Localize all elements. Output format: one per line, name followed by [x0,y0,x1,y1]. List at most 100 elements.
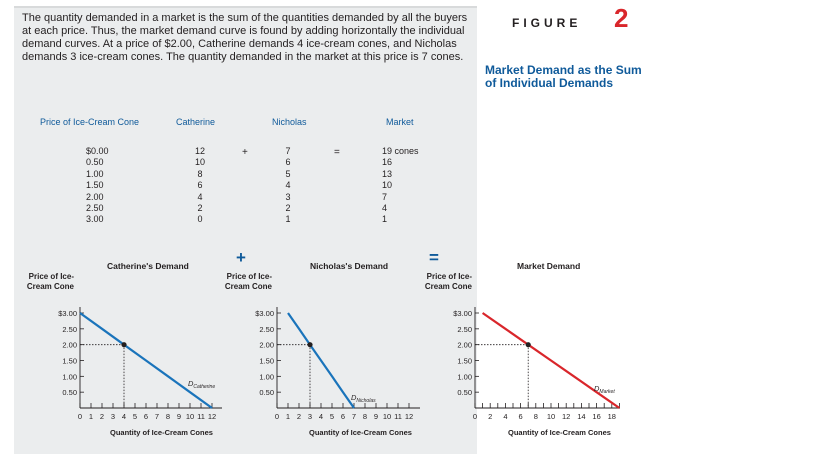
nicholas-cell: 6 [285,157,291,168]
table-header-price: Price of Ice-Cream Cone [40,117,140,127]
market-curve-label: DMarket [594,384,615,395]
market-highlight-point [525,342,531,348]
catherine-highlight-point [121,342,127,348]
catherine-demand-curve [79,312,213,409]
market-x-tick-label: 2 [488,412,492,421]
catherine-cell: 0 [197,214,203,225]
market-demand-curve [481,312,621,409]
market-graph-title: Market Demand [517,261,581,271]
market-cell: 13 [382,168,393,179]
market-y-tick-label: 2.00 [457,341,472,350]
table-header-nicholas: Nicholas [272,117,307,127]
figure-number: 2 [614,3,629,33]
market-cell: 4 [382,203,388,214]
catherine-graph-title: Catherine's Demand [107,261,189,271]
catherine-x-tick-label: 11 [197,412,205,421]
market-x-tick-label: 14 [577,412,585,421]
nicholas-x-tick-label: 2 [297,412,301,421]
table-column-price: $0.00 0.50 1.00 1.50 2.00 2.50 3.00 [86,146,109,226]
nicholas-cell: 5 [285,168,291,179]
nicholas-x-tick-label: 12 [405,412,413,421]
market-x-tick-label: 18 [608,412,616,421]
market-x-tick-label: 0 [473,412,477,421]
catherine-y-tick-label: 1.00 [62,372,77,381]
nicholas-x-tick-label: 7 [352,412,356,421]
nicholas-cell: 3 [285,191,291,202]
market-cell: 19 cones [382,146,419,156]
market-x-tick-label: 8 [534,412,538,421]
market-cell: 1 [382,214,388,225]
catherine-curve-label: DCatherine [188,379,215,390]
catherine-cell: 10 [194,157,205,168]
nicholas-y-tick-label: $3.00 [255,309,274,318]
price-cell: 2.50 [86,203,104,214]
catherine-x-tick-label: 0 [78,412,82,421]
catherine-cell: 6 [197,180,203,191]
nicholas-x-tick-label: 4 [319,412,323,421]
nicholas-y-tick-label: 0.50 [259,388,274,397]
price-cell: 2.00 [86,191,104,202]
catherine-x-tick-label: 12 [208,412,216,421]
market-y-tick-label: 1.50 [457,357,472,366]
nicholas-cell: 4 [285,180,291,191]
nicholas-highlight-point [307,342,313,348]
market-y-tick-label: 1.00 [457,372,472,381]
figure-label: FIGURE [512,16,582,30]
catherine-cell: 2 [197,203,203,214]
market-y-tick-label: 0.50 [457,388,472,397]
nicholas-x-tick-label: 9 [374,412,378,421]
nicholas-x-tick-label: 11 [394,412,402,421]
catherine-x-tick-label: 5 [133,412,137,421]
nicholas-x-tick-label: 8 [363,412,367,421]
market-cell: 10 [382,180,393,191]
market-y-tick-label: $3.00 [453,309,472,318]
nicholas-x-tick-label: 1 [286,412,290,421]
intro-text: The quantity demanded in a market is the… [22,12,468,63]
nicholas-y-tick-label: 1.00 [259,372,274,381]
price-cell: 3.00 [86,214,104,225]
nicholas-cell: 7 [285,146,291,156]
price-cell: 1.50 [86,180,104,191]
market-x-tick-label: 10 [547,412,555,421]
price-cell: $0.00 [86,146,109,156]
market-x-tick-label: 12 [562,412,570,421]
table-equals-sign: = [334,147,340,158]
figure-panel [14,6,477,454]
catherine-y-tick-label: 2.50 [62,325,77,334]
nicholas-x-tick-label: 3 [308,412,312,421]
catherine-x-tick-label: 10 [186,412,194,421]
catherine-x-axis-label: Quantity of Ice-Cream Cones [110,428,213,437]
market-x-tick-label: 16 [592,412,600,421]
nicholas-graph-title: Nicholas's Demand [310,261,389,271]
catherine-x-tick-label: 9 [177,412,181,421]
market-y-tick-label: 2.50 [457,325,472,334]
table-header-catherine: Catherine [176,117,216,127]
price-cell: 0.50 [86,157,104,168]
nicholas-x-tick-label: 5 [330,412,334,421]
catherine-cell: 12 [194,146,205,156]
market-x-axis-label: Quantity of Ice-Cream Cones [508,428,611,437]
table-plus-sign: + [242,147,248,158]
nicholas-y-tick-label: 1.50 [259,357,274,366]
catherine-cell: 8 [197,168,203,179]
nicholas-demand-curve [287,312,355,409]
catherine-y-tick-label: 1.50 [62,357,77,366]
nicholas-y-tick-label: 2.00 [259,341,274,350]
catherine-y-axis-label: Price of Ice-Cream Cone [26,272,74,291]
nicholas-curve-label: DNicholas [351,393,376,404]
graphs-plus-sign: + [236,248,246,267]
nicholas-x-tick-label: 10 [383,412,391,421]
market-cell: 7 [382,191,388,202]
catherine-x-tick-label: 4 [122,412,126,421]
table-column-market: 19 cones 16 13 10 7 4 1 [382,146,419,226]
catherine-x-tick-label: 8 [166,412,170,421]
market-x-tick-label: 6 [519,412,523,421]
catherine-y-tick-label: $3.00 [58,309,77,318]
price-cell: 1.00 [86,168,104,179]
nicholas-y-axis-label: Price of Ice-Cream Cone [224,272,272,291]
figure-title: Market Demand as the Sum of Individual D… [485,63,642,90]
table-column-catherine: 12 10 8 6 4 2 0 [192,146,208,226]
catherine-x-tick-label: 1 [89,412,93,421]
